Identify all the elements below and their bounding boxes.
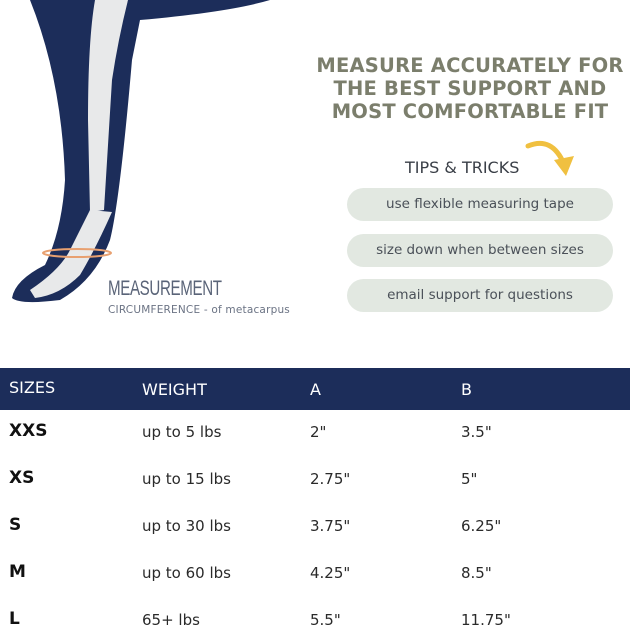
- tip-pill: email support for questions: [347, 279, 613, 312]
- b-cell: 5": [461, 470, 478, 488]
- headline: MEASURE ACCURATELY FOR THE BEST SUPPORT …: [316, 54, 624, 123]
- tip-pill: use flexible measuring tape: [347, 188, 613, 221]
- header-sizes: SIZES: [9, 378, 56, 397]
- a-cell: 4.25": [310, 564, 351, 582]
- header-b: B: [461, 380, 472, 399]
- weight-cell: up to 30 lbs: [142, 517, 231, 535]
- size-cell: M: [9, 562, 26, 582]
- table-row: L 65+ lbs 5.5" 11.75": [0, 609, 630, 639]
- leg-silhouette: [12, 0, 270, 303]
- size-cell: XS: [9, 468, 35, 488]
- dog-leg-illustration: [12, 0, 270, 303]
- weight-cell: up to 15 lbs: [142, 470, 231, 488]
- b-cell: 3.5": [461, 423, 492, 441]
- measurement-sublabel: CIRCUMFERENCE - of metacarpus: [108, 304, 290, 316]
- measurement-label: MEASUREMENT: [108, 277, 222, 300]
- a-cell: 3.75": [310, 517, 351, 535]
- tip-pill: size down when between sizes: [347, 234, 613, 267]
- a-cell: 2.75": [310, 470, 351, 488]
- table-row: XXS up to 5 lbs 2" 3.5": [0, 421, 630, 451]
- weight-cell: 65+ lbs: [142, 611, 200, 629]
- bone-lower: [30, 210, 112, 298]
- header-weight: WEIGHT: [142, 380, 207, 399]
- b-cell: 8.5": [461, 564, 492, 582]
- weight-cell: up to 60 lbs: [142, 564, 231, 582]
- measurement-ring: [42, 248, 112, 258]
- size-table-header: SIZES WEIGHT A B: [0, 368, 630, 410]
- a-cell: 5.5": [310, 611, 341, 629]
- size-cell: S: [9, 515, 22, 535]
- b-cell: 11.75": [461, 611, 511, 629]
- curved-arrow-icon: [525, 140, 574, 176]
- a-cell: 2": [310, 423, 327, 441]
- b-cell: 6.25": [461, 517, 502, 535]
- size-cell: L: [9, 609, 20, 629]
- weight-cell: up to 5 lbs: [142, 423, 222, 441]
- tips-title: TIPS & TRICKS: [405, 158, 520, 177]
- header-a: A: [310, 380, 321, 399]
- bone-upper: [88, 0, 128, 212]
- table-row: XS up to 15 lbs 2.75" 5": [0, 468, 630, 498]
- size-cell: XXS: [9, 421, 48, 441]
